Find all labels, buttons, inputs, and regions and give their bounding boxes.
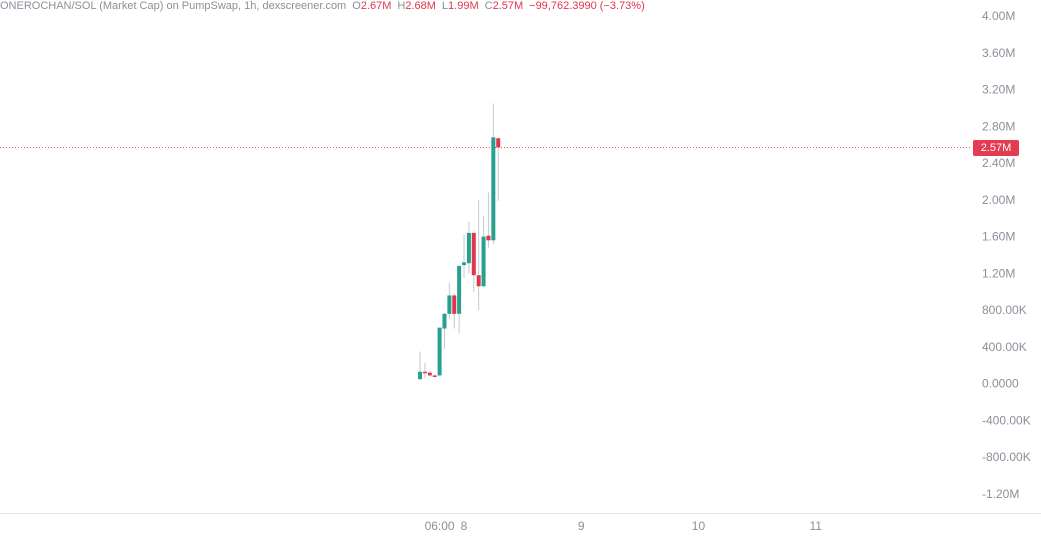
legend-low-label: L	[441, 0, 449, 12]
y-tick-label: 800.00K	[982, 303, 1027, 317]
x-tick-label: 11	[809, 519, 822, 533]
candle-body-down	[452, 295, 457, 314]
chart-legend: ONEROCHAN/SOL (Market Cap) on PumpSwap, …	[0, 0, 645, 14]
candle-body-up	[418, 371, 423, 380]
candle-body-down	[432, 375, 437, 377]
candle-body-up	[442, 313, 447, 329]
y-tick-label: -1.20M	[982, 487, 1019, 501]
legend-close-label: C	[484, 0, 493, 12]
candle-body-down	[427, 372, 432, 376]
y-tick-label: 2.80M	[982, 119, 1015, 133]
y-tick-label: 1.60M	[982, 230, 1015, 244]
candle-body-up	[481, 236, 486, 287]
legend-close-value: 2.57M	[492, 0, 524, 12]
y-tick-label: 2.40M	[982, 156, 1015, 170]
candle-body-up	[457, 266, 462, 314]
legend-open-value: 2.67M	[360, 0, 392, 12]
candle-body-up	[491, 137, 496, 241]
candle-body-up	[447, 295, 452, 314]
y-tick-label: 400.00K	[982, 340, 1027, 354]
y-tick-label: 0.0000	[982, 377, 1019, 391]
candle-body-up	[437, 327, 442, 376]
x-tick-label: 06:00	[425, 519, 455, 533]
legend-symbol: ONEROCHAN/SOL (Market Cap) on PumpSwap, …	[0, 0, 347, 12]
legend-change: −99,762.3990 (−3.73%)	[529, 0, 645, 12]
candle-body-down	[471, 232, 476, 276]
candle-body-down	[422, 371, 427, 374]
y-tick-label: 3.20M	[982, 83, 1015, 97]
x-tick-label: 10	[692, 519, 706, 533]
y-tick-label: 3.60M	[982, 46, 1015, 60]
current-price-tag: 2.57M	[973, 139, 1019, 156]
y-tick-label: 4.00M	[982, 9, 1015, 23]
y-tick-label: 1.20M	[982, 266, 1015, 280]
legend-low-value: 1.99M	[448, 0, 479, 12]
candle-body-up	[462, 262, 467, 266]
y-tick-label: 2.00M	[982, 193, 1015, 207]
legend-high-value: 2.68M	[405, 0, 436, 12]
y-tick-label: -400.00K	[982, 413, 1031, 427]
x-tick-label: 8	[461, 519, 468, 533]
legend-open-label: O	[352, 0, 361, 12]
x-tick-label: 9	[578, 519, 585, 533]
legend-high-label: H	[397, 0, 406, 12]
candle-body-up	[466, 232, 471, 264]
candle-body-down	[496, 138, 501, 148]
candle-body-down	[476, 275, 481, 287]
y-tick-label: -800.00K	[982, 450, 1031, 464]
candle-body-down	[486, 235, 491, 241]
